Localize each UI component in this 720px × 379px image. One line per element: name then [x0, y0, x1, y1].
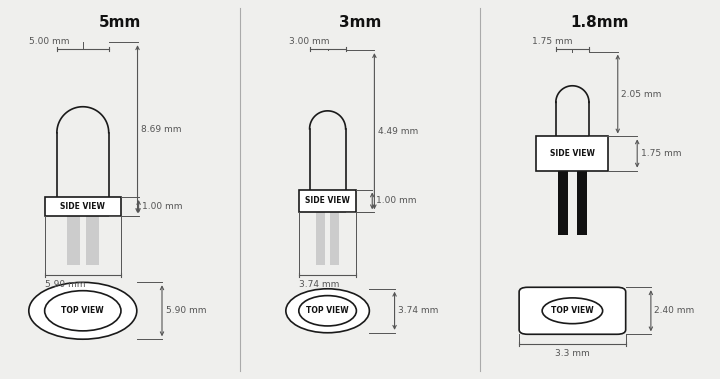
Bar	[316, 212, 325, 265]
Text: 8.69 mm: 8.69 mm	[141, 125, 181, 134]
Bar	[558, 171, 568, 235]
Bar	[330, 212, 339, 265]
Bar	[45, 197, 121, 216]
Ellipse shape	[286, 289, 369, 333]
Text: 1.00 mm: 1.00 mm	[376, 196, 416, 205]
Text: TOP VIEW: TOP VIEW	[306, 306, 349, 315]
Text: 5.90 mm: 5.90 mm	[166, 306, 206, 315]
Ellipse shape	[542, 298, 603, 324]
Text: SIDE VIEW: SIDE VIEW	[550, 149, 595, 158]
Text: 1.75 mm: 1.75 mm	[532, 37, 572, 46]
Text: 2.40 mm: 2.40 mm	[654, 306, 695, 315]
Bar	[536, 136, 608, 171]
Text: 5.00 mm: 5.00 mm	[30, 37, 70, 46]
Bar	[67, 216, 80, 265]
Text: 3.74 mm: 3.74 mm	[398, 306, 438, 315]
Text: 3mm: 3mm	[339, 15, 381, 30]
Text: 5.90 mm: 5.90 mm	[45, 280, 86, 290]
Text: SIDE VIEW: SIDE VIEW	[60, 202, 105, 211]
Bar	[86, 216, 99, 265]
Text: 1.75 mm: 1.75 mm	[641, 149, 681, 158]
Text: 5mm: 5mm	[99, 15, 141, 30]
Ellipse shape	[299, 296, 356, 326]
Text: TOP VIEW: TOP VIEW	[61, 306, 104, 315]
Text: SIDE VIEW: SIDE VIEW	[305, 196, 350, 205]
Text: TOP VIEW: TOP VIEW	[551, 306, 594, 315]
FancyBboxPatch shape	[519, 287, 626, 334]
Bar	[577, 171, 587, 235]
Text: 1.00 mm: 1.00 mm	[143, 202, 183, 211]
Text: 3.3 mm: 3.3 mm	[555, 349, 590, 359]
Ellipse shape	[45, 291, 121, 331]
Text: 2.05 mm: 2.05 mm	[621, 89, 662, 99]
Ellipse shape	[29, 282, 137, 339]
Bar	[299, 190, 356, 212]
Text: 3.00 mm: 3.00 mm	[289, 37, 330, 46]
Text: 3.74 mm: 3.74 mm	[299, 280, 339, 290]
Text: 1.8mm: 1.8mm	[570, 15, 629, 30]
Text: 4.49 mm: 4.49 mm	[378, 127, 418, 136]
